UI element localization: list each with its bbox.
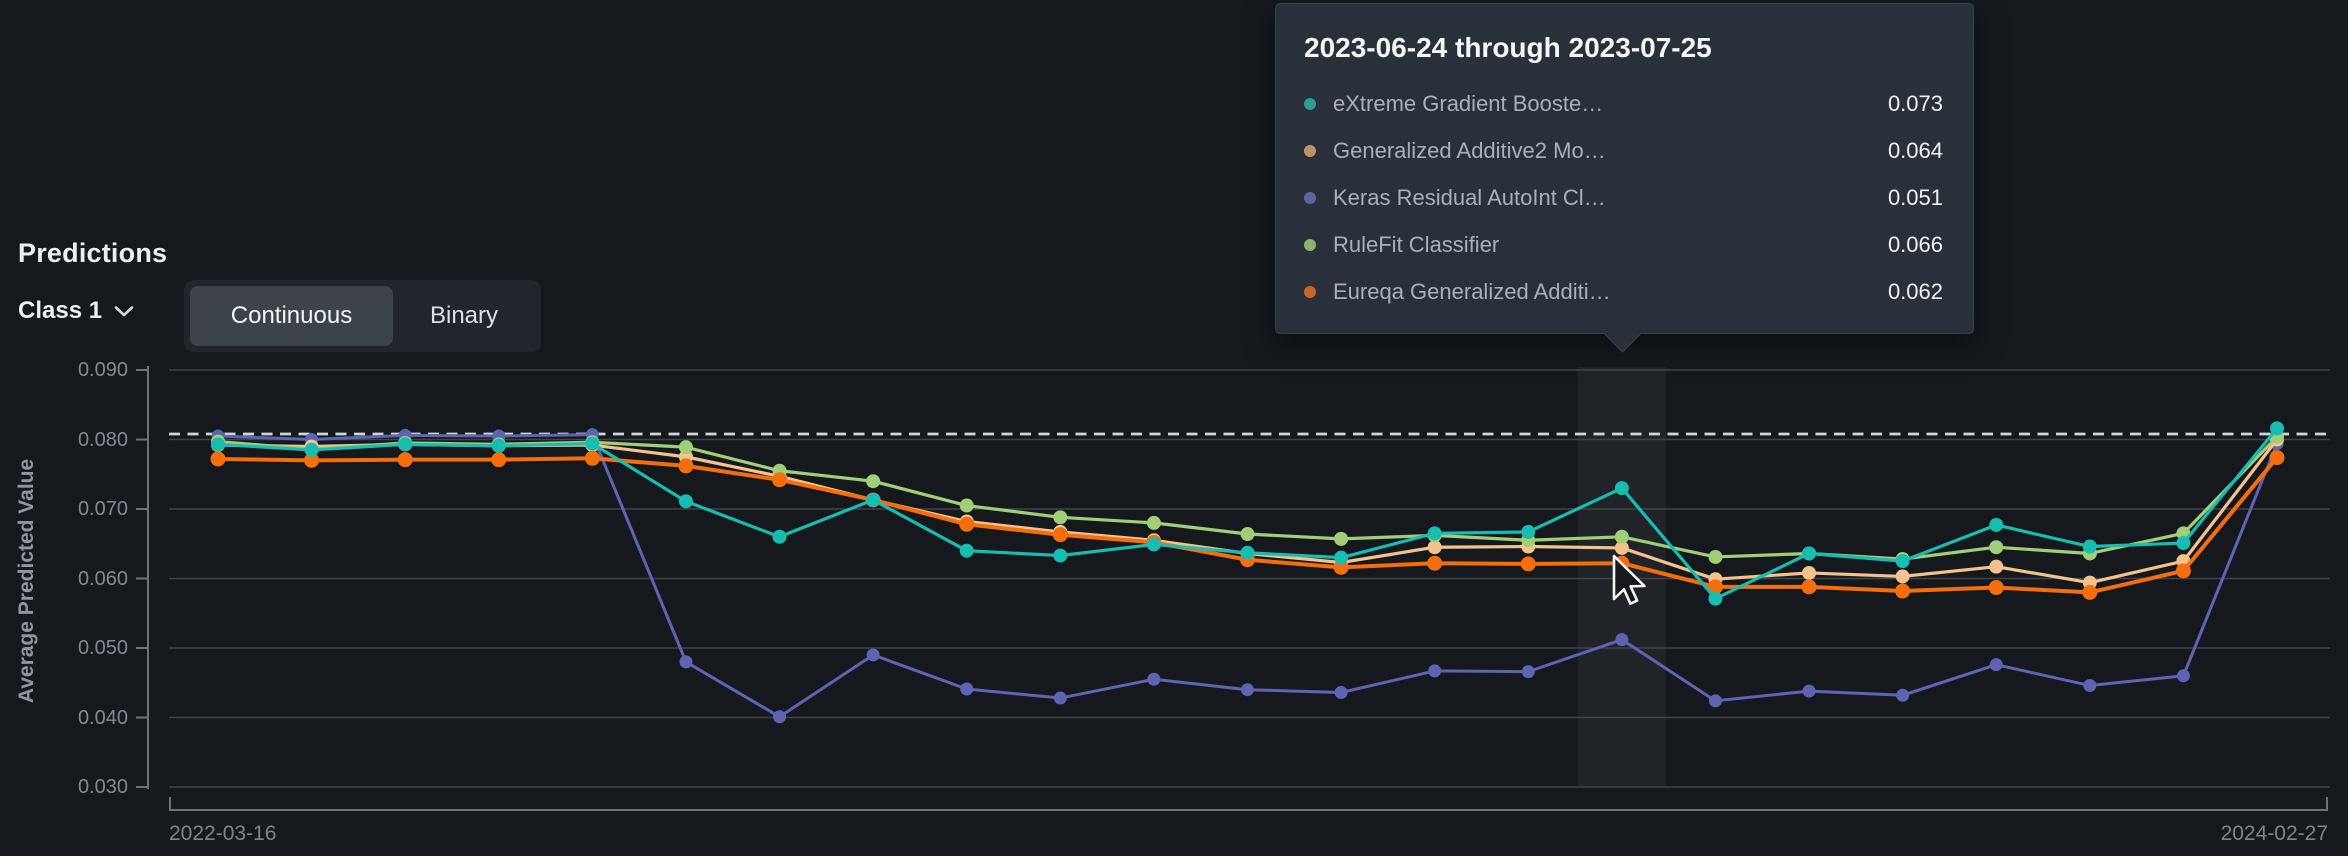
series-value: 0.066	[1887, 231, 1943, 257]
gridlines	[169, 369, 2330, 788]
class-selector-label: Class 1	[18, 297, 103, 324]
series-color-dot	[1304, 191, 1316, 204]
chart-tooltip: 2023-06-24 through 2023-07-25 eXtreme Gr…	[1275, 3, 1974, 353]
tooltip-row: RuleFit Classifier 0.066	[1304, 229, 1943, 260]
series-color-dot	[1304, 144, 1316, 157]
series-value: 0.073	[1887, 90, 1943, 116]
series-value: 0.064	[1887, 137, 1943, 163]
mouse-cursor-icon	[1612, 554, 1646, 605]
series-value: 0.062	[1887, 278, 1943, 304]
y-tick-label: 0.080	[77, 428, 128, 451]
series-color-dot	[1304, 285, 1316, 298]
y-tick-label: 0.090	[77, 359, 128, 381]
y-tick-label: 0.060	[77, 567, 128, 590]
page-title: Predictions	[18, 238, 168, 268]
tooltip-row: Generalized Additive2 Mo… 0.064	[1304, 135, 1943, 166]
y-tick-label: 0.070	[77, 498, 128, 520]
class-selector-dropdown[interactable]: Class 1	[18, 297, 134, 325]
series-label: Keras Residual AutoInt Cl…	[1333, 184, 1606, 210]
chevron-down-icon	[114, 305, 134, 318]
tooltip-row: Keras Residual AutoInt Cl… 0.051	[1304, 182, 1943, 213]
x-axis-end-label: 2024-02-27	[2220, 822, 2328, 845]
tooltip-row: eXtreme Gradient Booste… 0.073	[1304, 88, 1943, 119]
series-label: Eureqa Generalized Additi…	[1333, 278, 1611, 304]
prediction-type-toggle: Continuous Binary	[184, 280, 541, 352]
tooltip-rows: eXtreme Gradient Booste… 0.073 Generalized…	[1304, 88, 1943, 307]
y-tick-label: 0.030	[77, 776, 128, 798]
series-label: Generalized Additive2 Mo…	[1333, 137, 1606, 163]
series-label: eXtreme Gradient Booste…	[1333, 90, 1604, 116]
toggle-continuous-button[interactable]: Continuous	[190, 286, 393, 346]
x-axis-start-label: 2022-03-16	[169, 822, 277, 845]
y-tick-label: 0.050	[77, 637, 128, 659]
axes	[136, 366, 2328, 811]
tooltip-row: Eureqa Generalized Additi… 0.062	[1304, 276, 1943, 307]
tooltip-date-range: 2023-06-24 through 2023-07-25	[1304, 32, 1712, 63]
toggle-binary-button[interactable]: Binary	[393, 286, 535, 346]
series-color-dot	[1304, 238, 1316, 251]
series-value: 0.051	[1887, 184, 1943, 210]
y-tick-label: 0.040	[77, 706, 128, 729]
series-lines	[210, 421, 2285, 724]
series-label: RuleFit Classifier	[1333, 231, 1500, 257]
series-color-dot	[1304, 97, 1316, 110]
